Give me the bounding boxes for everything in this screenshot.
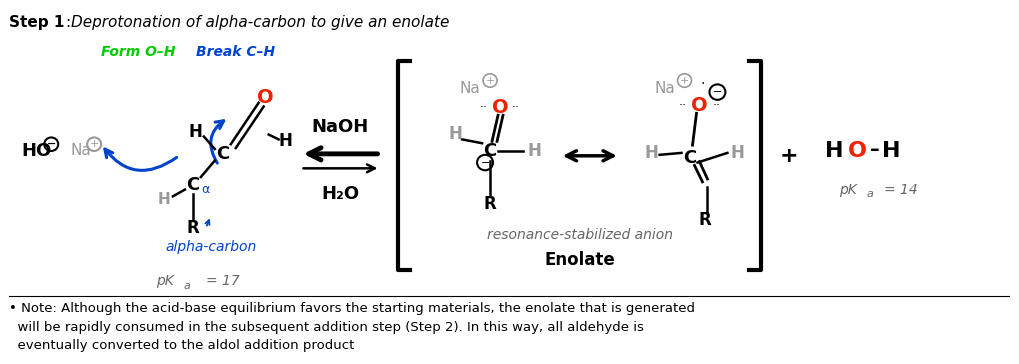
Text: H₂O: H₂O (321, 185, 359, 203)
Text: −: − (47, 139, 56, 149)
Text: R: R (483, 195, 496, 213)
Text: +: + (485, 75, 494, 86)
Text: −: − (712, 87, 721, 97)
Text: H: H (730, 144, 744, 162)
Text: O: O (257, 88, 274, 107)
Text: H: H (189, 123, 203, 141)
Text: Step 1: Step 1 (9, 15, 64, 30)
Text: pK: pK (839, 183, 856, 197)
Text: Form O–H: Form O–H (101, 44, 175, 59)
Text: H: H (528, 142, 541, 160)
Text: Na: Na (460, 81, 480, 96)
Text: alpha-carbon: alpha-carbon (165, 241, 256, 254)
Text: resonance-stabilized anion: resonance-stabilized anion (486, 228, 673, 242)
Text: C: C (186, 176, 200, 194)
Text: Break C–H: Break C–H (196, 44, 275, 59)
Text: ··: ·· (711, 99, 719, 112)
Text: pK: pK (156, 274, 173, 288)
Text: = 14: = 14 (883, 183, 917, 197)
Text: NaOH: NaOH (312, 118, 369, 136)
Text: C: C (483, 142, 496, 160)
Text: C: C (682, 149, 695, 167)
Text: H: H (157, 192, 170, 207)
FancyArrowPatch shape (105, 149, 176, 170)
Text: ·: · (700, 78, 704, 91)
Text: ··: ·· (678, 99, 686, 112)
Text: O: O (847, 141, 866, 161)
Text: O: O (491, 98, 507, 117)
Text: −: − (480, 158, 489, 167)
Text: Na: Na (70, 143, 92, 158)
Text: α: α (202, 183, 210, 196)
Text: ··: ·· (480, 101, 488, 114)
Text: H: H (880, 141, 900, 161)
Text: R: R (697, 211, 710, 229)
Text: Enolate: Enolate (544, 251, 614, 269)
Text: +: + (90, 139, 99, 149)
Text: ··: ·· (512, 101, 520, 114)
Text: • Note: Although the acid-base equilibrium favors the starting materials, the en: • Note: Although the acid-base equilibri… (9, 302, 695, 352)
Text: a: a (183, 281, 191, 291)
Text: +: + (680, 75, 689, 86)
Text: Na: Na (653, 81, 675, 96)
Text: HO: HO (21, 142, 51, 160)
FancyArrowPatch shape (211, 121, 223, 163)
Text: –: – (869, 139, 879, 159)
Text: :: : (66, 15, 76, 30)
Text: R: R (186, 219, 199, 237)
Text: H: H (278, 132, 292, 150)
Text: +: + (780, 146, 798, 166)
Text: Deprotonation of alpha-carbon to give an enolate: Deprotonation of alpha-carbon to give an… (71, 15, 449, 30)
Text: a: a (866, 189, 873, 199)
Text: C: C (216, 145, 229, 163)
Text: H: H (644, 144, 658, 162)
Text: H: H (447, 124, 462, 143)
Text: H: H (824, 141, 843, 161)
Text: O: O (691, 96, 707, 115)
Text: = 17: = 17 (206, 274, 239, 288)
